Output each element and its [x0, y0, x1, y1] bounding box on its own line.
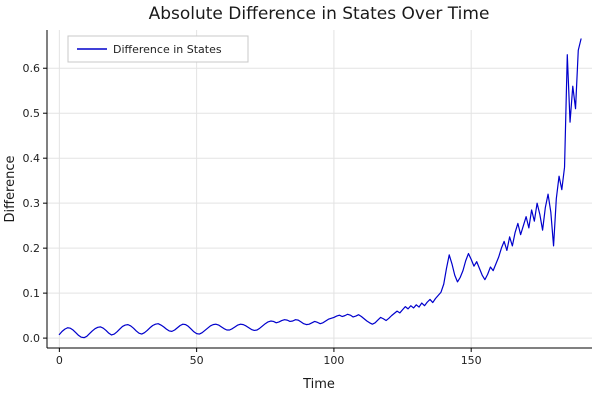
series: [58, 38, 582, 339]
x-tick-label: 0: [56, 354, 63, 367]
y-tick-label: 0.6: [23, 62, 41, 75]
grid: [47, 30, 592, 348]
y-tick-label: 0.2: [23, 242, 41, 255]
y-tick-label: 0.1: [23, 287, 41, 300]
series-line: [58, 38, 582, 339]
x-tick-label: 50: [190, 354, 204, 367]
chart-title: Absolute Difference in States Over Time: [149, 4, 490, 24]
legend-label: Difference in States: [113, 43, 222, 56]
legend: Difference in States: [67, 35, 249, 63]
y-tick-label: 0.5: [23, 107, 41, 120]
y-tick-label: 0.0: [23, 332, 41, 345]
y-axis-label: Difference: [3, 155, 18, 222]
y-tick-label: 0.3: [23, 197, 41, 210]
x-axis-label: Time: [302, 377, 335, 392]
x-tick-label: 150: [461, 354, 482, 367]
y-tick-label: 0.4: [23, 152, 41, 165]
axes: 0 50 100 150 0.0 0.1 0.2 0.3 0.4 0.5 0.6: [23, 30, 592, 367]
x-tick-label: 100: [323, 354, 344, 367]
